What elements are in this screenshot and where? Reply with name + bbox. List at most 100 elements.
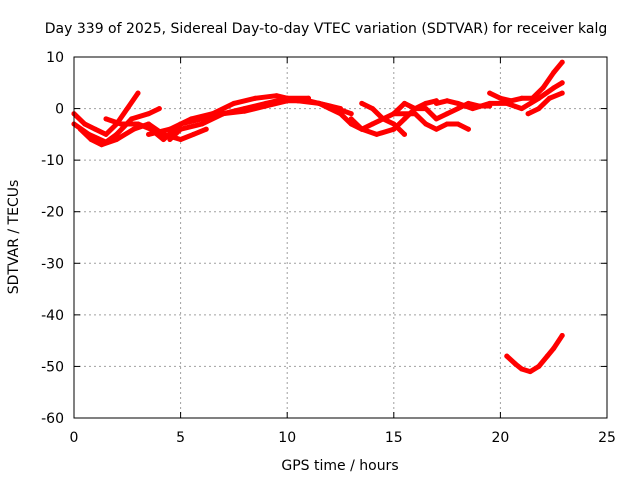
x-tick-label: 0 — [70, 430, 79, 446]
data-point — [559, 59, 565, 65]
data-point — [178, 126, 184, 132]
data-point — [82, 121, 88, 127]
y-tick-labels: -60 -50 -40 -30 -20 -10 0 10 — [41, 50, 64, 427]
y-axis-label: SDTVAR / TECUs — [6, 180, 22, 295]
series-track-13 — [525, 90, 565, 117]
data-point — [551, 70, 557, 75]
x-tick-label: 25 — [598, 430, 616, 446]
data-point — [444, 121, 450, 127]
series-track-11 — [433, 80, 565, 112]
data-point — [559, 333, 565, 338]
data-point — [92, 126, 98, 132]
data-point — [487, 100, 493, 106]
data-point — [380, 116, 386, 122]
data-point — [391, 111, 397, 117]
data-point — [536, 95, 542, 101]
data-point — [497, 95, 503, 101]
data-point — [118, 121, 124, 127]
data-point — [274, 93, 279, 99]
data-point — [527, 369, 533, 375]
data-point — [103, 116, 109, 122]
data-point — [559, 80, 565, 86]
x-tick-labels: 0 5 10 15 20 25 — [70, 430, 616, 446]
data-point — [161, 137, 166, 142]
plot-frame — [73, 56, 608, 419]
x-tick-label: 15 — [385, 430, 403, 446]
data-point — [433, 116, 439, 122]
data-point — [412, 106, 418, 112]
y-tick-label: -50 — [41, 359, 64, 375]
data-point — [146, 131, 152, 137]
data-point — [455, 106, 461, 112]
data-point — [242, 106, 248, 112]
data-point — [146, 111, 152, 117]
data-point — [444, 111, 450, 117]
data-point — [148, 126, 154, 132]
data-point — [455, 121, 461, 127]
data-point — [220, 111, 226, 117]
data-point — [370, 106, 375, 112]
data-point — [370, 121, 375, 127]
data-point — [231, 100, 237, 106]
data-point — [559, 90, 565, 96]
chart-title: Day 339 of 2025, Sidereal Day-to-day VTE… — [45, 21, 607, 37]
data-point — [508, 98, 514, 104]
data-point — [124, 106, 130, 112]
data-point — [433, 100, 439, 106]
data-point — [129, 116, 135, 122]
data-point — [167, 126, 173, 132]
y-tick-label: -40 — [41, 308, 64, 324]
data-point — [252, 95, 258, 101]
data-point — [402, 131, 407, 137]
data-point — [540, 85, 546, 91]
data-point — [551, 85, 557, 91]
y-tick-label: -20 — [41, 205, 64, 221]
data-point — [359, 100, 365, 106]
x-axis-label: GPS time / hours — [281, 458, 398, 474]
data-point — [327, 106, 333, 112]
data-point — [135, 121, 141, 127]
data-point — [338, 106, 343, 112]
axis-ticks — [73, 56, 608, 419]
data-point — [536, 363, 542, 369]
y-tick-label: 10 — [46, 50, 64, 66]
data-point — [402, 100, 407, 106]
data-point — [114, 131, 120, 137]
data-point — [391, 126, 397, 132]
data-point — [536, 106, 542, 112]
data-point — [188, 116, 194, 122]
data-point — [359, 126, 365, 132]
data-point — [519, 95, 525, 101]
y-tick-label: -10 — [41, 153, 64, 169]
data-point — [544, 353, 550, 359]
data-point — [88, 137, 94, 142]
data-point — [131, 126, 137, 132]
y-tick-label: -30 — [41, 256, 64, 272]
data-point — [455, 100, 461, 106]
data-point — [338, 111, 343, 117]
data-point — [114, 137, 120, 142]
series-track-5 — [146, 93, 343, 137]
data-point — [135, 90, 141, 96]
data-point — [316, 100, 322, 106]
data-point — [103, 131, 109, 137]
data-point — [529, 95, 535, 101]
y-tick-label: -60 — [41, 411, 64, 427]
data-point — [210, 111, 216, 117]
data-point — [423, 106, 429, 112]
data-point — [487, 90, 493, 96]
data-point — [263, 100, 269, 106]
data-point — [190, 131, 196, 137]
x-tick-label: 20 — [491, 430, 509, 446]
data-point — [284, 95, 290, 101]
data-point — [156, 106, 162, 112]
x-tick-label: 10 — [278, 430, 296, 446]
data-point — [203, 126, 209, 132]
data-point — [546, 95, 552, 101]
data-point — [423, 100, 429, 106]
data-point — [167, 137, 173, 142]
data-point — [444, 98, 450, 104]
x-tick-label: 5 — [176, 430, 185, 446]
data-point — [77, 126, 83, 132]
